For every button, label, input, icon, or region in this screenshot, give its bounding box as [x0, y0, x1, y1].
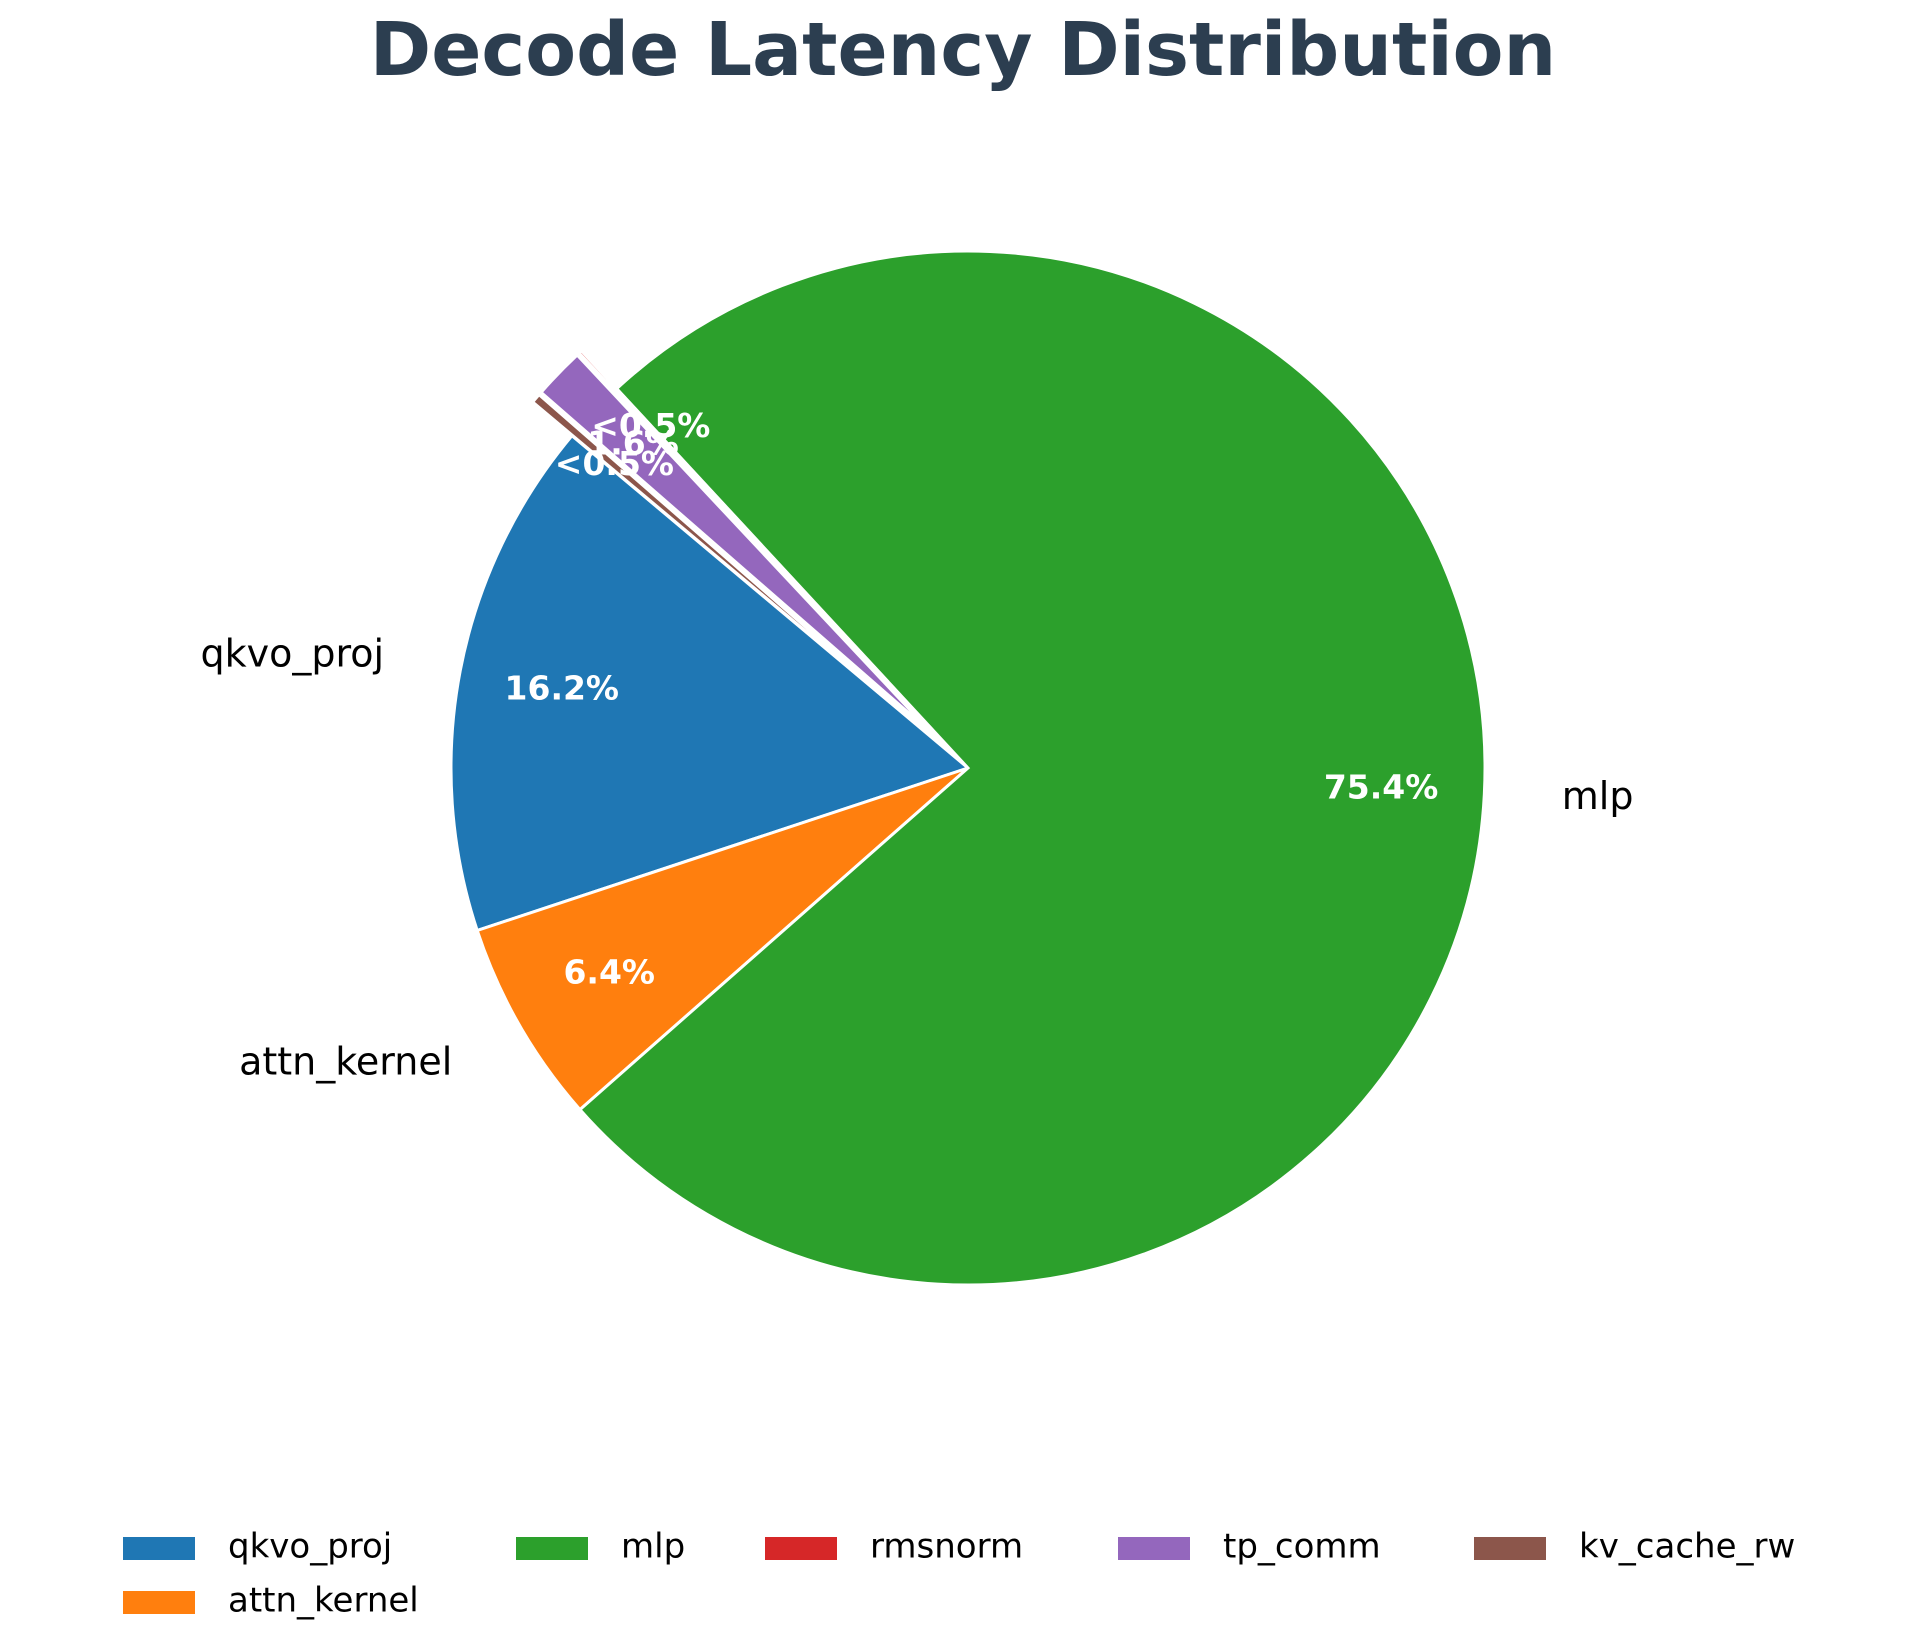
slice-label-mlp: mlp	[1562, 774, 1634, 818]
slice-labels: qkvo_proj attn_kernel mlp	[200, 632, 1633, 1084]
legend-swatch-qkvo-proj	[123, 1537, 195, 1560]
slice-qkvo-proj	[449, 433, 972, 933]
legend-swatch-rmsnorm	[765, 1537, 837, 1560]
slice-rmsnorm	[576, 348, 934, 732]
legend-label-attn-kernel: attn_kernel	[228, 1581, 419, 1621]
pct-label-tp-comm: 1.6%	[587, 424, 679, 463]
percentage-labels: 16.2% 6.4% 75.4% <0.5%1.6%<0.5%	[505, 406, 1439, 991]
legend-label-mlp: mlp	[621, 1527, 685, 1567]
legend-label-qkvo-proj: qkvo_proj	[228, 1527, 392, 1567]
pie-slices	[449, 249, 1487, 1287]
pct-label-rmsnorm: <0.5%	[591, 406, 710, 445]
legend-swatch-tp-comm	[1118, 1537, 1190, 1560]
legend-swatch-mlp	[516, 1537, 588, 1560]
legend: qkvo_proj mlp rmsnorm tp_comm kv_cache_rwatt…	[123, 1527, 1795, 1621]
legend-label-rmsnorm: rmsnorm	[870, 1527, 1023, 1567]
slice-label-attn-kernel: attn_kernel	[239, 1039, 452, 1083]
pct-label-mlp: 75.4%	[1324, 768, 1439, 807]
legend-label-tp-comm: tp_comm	[1223, 1527, 1381, 1567]
slice-kv-cache-rw	[530, 392, 930, 736]
pct-label-kv-cache-rw: <0.5%	[555, 444, 674, 483]
slice-mlp	[577, 249, 1487, 1287]
slice-attn-kernel	[475, 766, 969, 1112]
slice-tp-comm	[538, 352, 932, 734]
legend-swatch-kv-cache-rw	[1474, 1537, 1546, 1560]
slice-label-qkvo-proj: qkvo_proj	[200, 632, 384, 676]
legend-swatch-attn-kernel	[123, 1591, 195, 1614]
chart-title: Decode Latency Distribution	[370, 7, 1556, 93]
pct-label-qkvo-proj: 16.2%	[505, 669, 620, 708]
pct-label-attn-kernel: 6.4%	[563, 952, 655, 991]
legend-label-kv-cache-rw: kv_cache_rw	[1579, 1527, 1795, 1567]
